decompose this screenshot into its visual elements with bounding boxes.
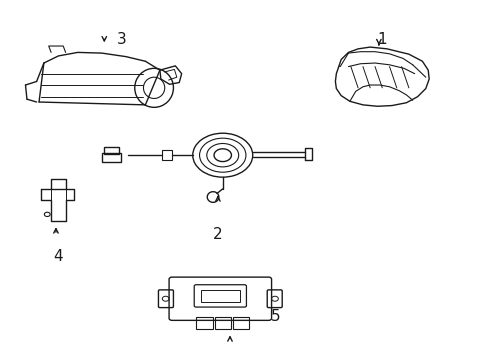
- Text: 2: 2: [213, 228, 222, 242]
- Text: 4: 4: [54, 249, 63, 264]
- Text: 3: 3: [116, 32, 126, 48]
- Text: 1: 1: [377, 32, 386, 48]
- Text: 5: 5: [270, 309, 280, 324]
